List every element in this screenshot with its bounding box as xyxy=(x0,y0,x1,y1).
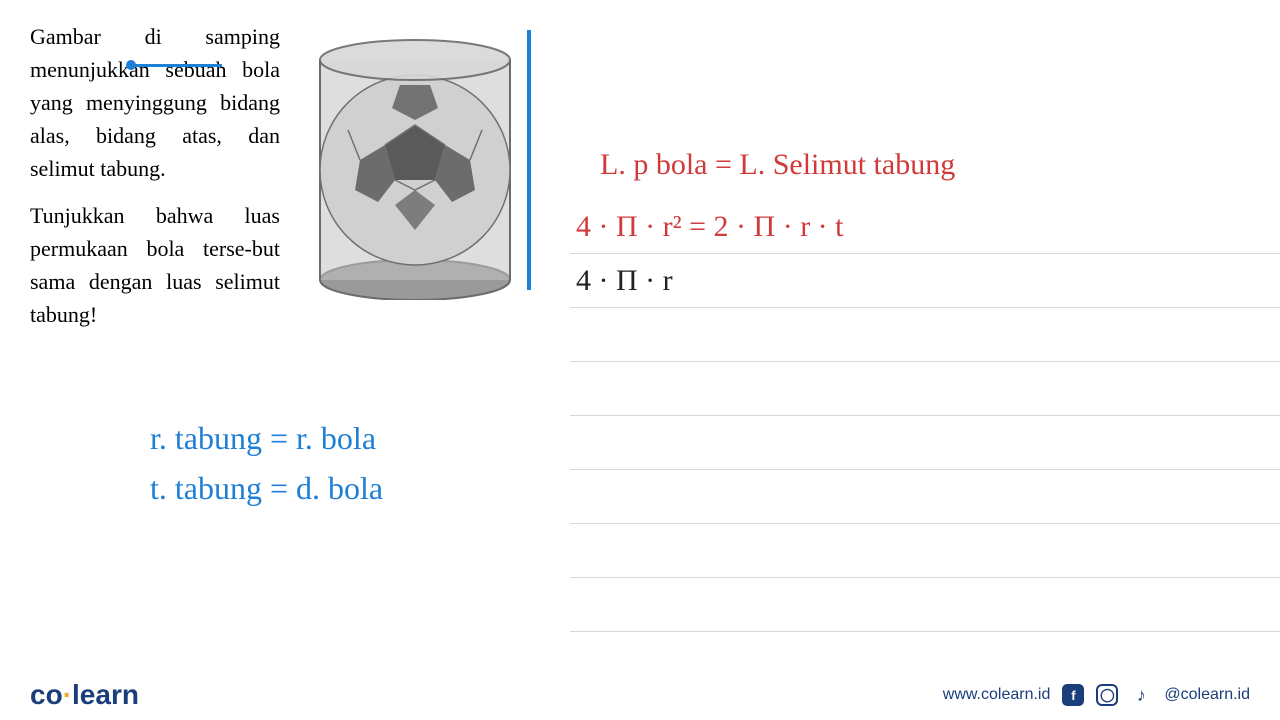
logo-text-right: learn xyxy=(72,679,139,710)
footer-right-group: www.colearn.id f ◯ ♪ @colearn.id xyxy=(943,684,1250,706)
ruled-note-area: 4 · Π · r² = 2 · Π · r · t 4 · Π · r xyxy=(570,200,1280,632)
empty-rule-line xyxy=(570,416,1280,470)
brand-logo: co·learn xyxy=(30,679,139,711)
handwritten-blue-note-1: r. tabung = r. bola xyxy=(150,420,376,457)
footer-bar: co·learn www.colearn.id f ◯ ♪ @colearn.i… xyxy=(0,670,1280,720)
cylinder-ball-figure xyxy=(310,30,520,300)
empty-rule-line xyxy=(570,308,1280,362)
footer-handle: @colearn.id xyxy=(1164,686,1250,704)
empty-rule-line xyxy=(570,362,1280,416)
problem-paragraph-1: Gambar di samping menunjukkan sebuah bol… xyxy=(30,20,280,185)
handwritten-red-formula: 4 · Π · r² = 2 · Π · r · t xyxy=(570,200,1280,254)
handwritten-red-title: L. p bola = L. Selimut tabung xyxy=(600,148,955,182)
problem-paragraph-2: Tunjukkan bahwa luas permukaan bola ters… xyxy=(30,199,280,331)
logo-dot: · xyxy=(63,679,72,710)
handwritten-blue-note-2: t. tabung = d. bola xyxy=(150,470,383,507)
radius-annotation-line xyxy=(130,64,222,67)
figure-svg xyxy=(310,30,520,300)
empty-rule-line xyxy=(570,578,1280,632)
instagram-icon: ◯ xyxy=(1096,684,1118,706)
facebook-icon: f xyxy=(1062,684,1084,706)
height-annotation-bar xyxy=(527,30,531,290)
empty-rule-line xyxy=(570,524,1280,578)
empty-rule-line xyxy=(570,470,1280,524)
radius-annotation-dot xyxy=(126,60,136,70)
footer-url: www.colearn.id xyxy=(943,686,1051,704)
logo-text-left: co xyxy=(30,679,63,710)
handwritten-black-eq: 4 · Π · r xyxy=(570,254,1280,308)
tiktok-icon: ♪ xyxy=(1130,684,1152,706)
